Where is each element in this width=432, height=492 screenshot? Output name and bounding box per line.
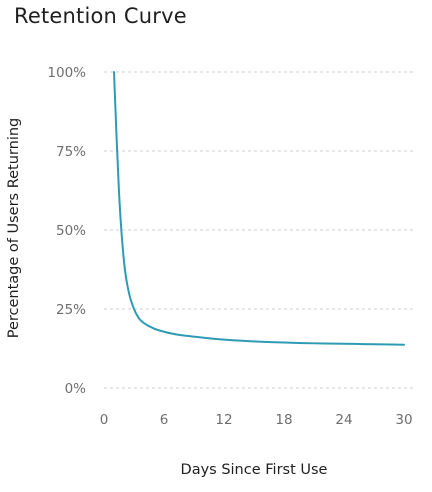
series-group [113,71,405,346]
x-tick-label: 30 [395,412,412,428]
y-tick-label: 50% [56,223,86,239]
x-tick-label: 18 [275,412,292,428]
y-tick-label: 0% [65,381,87,397]
x-axis-title: Days Since First Use [181,462,328,478]
y-tick-label: 100% [47,65,86,81]
retention-series-line [113,71,405,346]
y-tick-label: 75% [56,144,86,160]
x-tick-label: 0 [100,412,109,428]
x-tick-labels: 0 6 12 18 24 30 [100,412,413,428]
x-tick-label: 12 [215,412,232,428]
chart-title: Retention Curve [14,4,187,28]
y-tick-labels: 0% 25% 50% 75% 100% [47,65,86,397]
x-tick-label: 6 [160,412,169,428]
grid-group [104,71,414,389]
x-tick-label: 24 [335,412,352,428]
y-axis-title: Percentage of Users Returning [6,118,22,339]
y-tick-label: 25% [56,302,86,318]
